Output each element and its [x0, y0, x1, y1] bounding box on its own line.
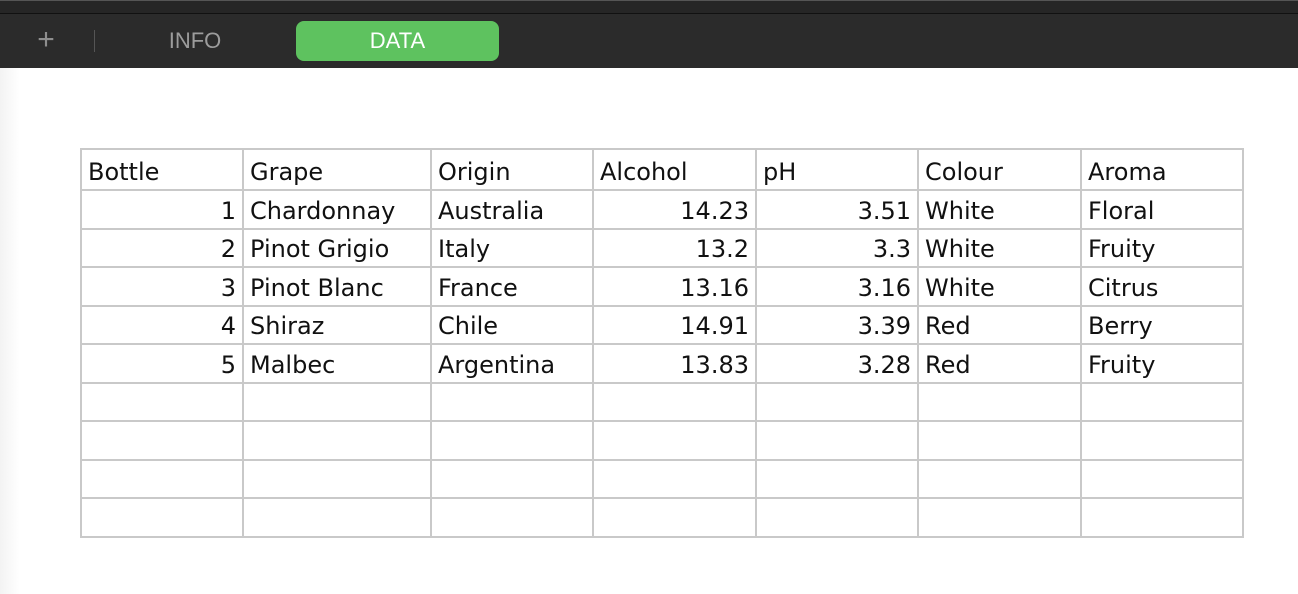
cell-alcohol[interactable]: 13.16: [592, 266, 757, 307]
table-row: 1 Chardonnay Australia 14.23 3.51 White …: [80, 189, 1244, 230]
cell-empty[interactable]: [430, 458, 594, 499]
table-header-row: Bottle Grape Origin Alcohol pH Colour Ar…: [80, 148, 1244, 191]
header-cell-grape[interactable]: Grape: [242, 148, 432, 191]
sheet-tab-bar: + INFO DATA: [0, 0, 1298, 68]
cell-bottle[interactable]: 2: [80, 227, 244, 268]
cell-empty[interactable]: [755, 497, 919, 538]
sheet-left-shadow: [0, 68, 20, 594]
cell-bottle[interactable]: 1: [80, 189, 244, 230]
cell-empty[interactable]: [917, 497, 1082, 538]
cell-empty[interactable]: [592, 381, 757, 422]
cell-empty[interactable]: [430, 497, 594, 538]
cell-empty[interactable]: [1080, 458, 1244, 499]
cell-origin[interactable]: Argentina: [430, 343, 594, 384]
table-row: [80, 458, 1244, 499]
cell-aroma[interactable]: Floral: [1080, 189, 1244, 230]
table-row: 3 Pinot Blanc France 13.16 3.16 White Ci…: [80, 266, 1244, 307]
cell-empty[interactable]: [755, 381, 919, 422]
table-row: 4 Shiraz Chile 14.91 3.39 Red Berry: [80, 304, 1244, 345]
cell-alcohol[interactable]: 13.2: [592, 227, 757, 268]
tab-info[interactable]: INFO: [168, 28, 222, 53]
cell-bottle[interactable]: 4: [80, 304, 244, 345]
cell-empty[interactable]: [430, 381, 594, 422]
cell-empty[interactable]: [242, 497, 432, 538]
cell-grape[interactable]: Malbec: [242, 343, 432, 384]
cell-alcohol[interactable]: 14.91: [592, 304, 757, 345]
header-cell-ph[interactable]: pH: [755, 148, 919, 191]
tab-data[interactable]: DATA: [296, 21, 499, 61]
cell-grape[interactable]: Chardonnay: [242, 189, 432, 230]
cell-origin[interactable]: Australia: [430, 189, 594, 230]
cell-ph[interactable]: 3.39: [755, 304, 919, 345]
cell-origin[interactable]: France: [430, 266, 594, 307]
cell-aroma[interactable]: Fruity: [1080, 343, 1244, 384]
cell-empty[interactable]: [1080, 497, 1244, 538]
cell-grape[interactable]: Pinot Grigio: [242, 227, 432, 268]
cell-empty[interactable]: [80, 381, 244, 422]
cell-empty[interactable]: [917, 381, 1082, 422]
cell-empty[interactable]: [917, 420, 1082, 461]
cell-empty[interactable]: [917, 458, 1082, 499]
cell-alcohol[interactable]: 13.83: [592, 343, 757, 384]
cell-empty[interactable]: [80, 458, 244, 499]
cell-empty[interactable]: [592, 458, 757, 499]
cell-empty[interactable]: [242, 381, 432, 422]
cell-empty[interactable]: [755, 458, 919, 499]
cell-ph[interactable]: 3.3: [755, 227, 919, 268]
table-row: 5 Malbec Argentina 13.83 3.28 Red Fruity: [80, 343, 1244, 384]
cell-colour[interactable]: White: [917, 189, 1082, 230]
cell-ph[interactable]: 3.28: [755, 343, 919, 384]
table-row: [80, 420, 1244, 461]
header-cell-bottle[interactable]: Bottle: [80, 148, 244, 191]
cell-grape[interactable]: Shiraz: [242, 304, 432, 345]
cell-origin[interactable]: Chile: [430, 304, 594, 345]
cell-aroma[interactable]: Fruity: [1080, 227, 1244, 268]
cell-empty[interactable]: [592, 420, 757, 461]
cell-colour[interactable]: White: [917, 227, 1082, 268]
header-cell-aroma[interactable]: Aroma: [1080, 148, 1244, 191]
cell-empty[interactable]: [755, 420, 919, 461]
cell-empty[interactable]: [592, 497, 757, 538]
table-row: [80, 497, 1244, 538]
cell-bottle[interactable]: 3: [80, 266, 244, 307]
cell-bottle[interactable]: 5: [80, 343, 244, 384]
cell-empty[interactable]: [1080, 420, 1244, 461]
cell-empty[interactable]: [1080, 381, 1244, 422]
cell-aroma[interactable]: Citrus: [1080, 266, 1244, 307]
header-cell-origin[interactable]: Origin: [430, 148, 594, 191]
cell-grape[interactable]: Pinot Blanc: [242, 266, 432, 307]
cell-empty[interactable]: [242, 458, 432, 499]
table-row: [80, 381, 1244, 422]
tab-divider: [94, 30, 95, 52]
cell-empty[interactable]: [80, 497, 244, 538]
cell-ph[interactable]: 3.51: [755, 189, 919, 230]
cell-empty[interactable]: [80, 420, 244, 461]
header-cell-colour[interactable]: Colour: [917, 148, 1082, 191]
header-cell-alcohol[interactable]: Alcohol: [592, 148, 757, 191]
cell-alcohol[interactable]: 14.23: [592, 189, 757, 230]
cell-origin[interactable]: Italy: [430, 227, 594, 268]
table-row: 2 Pinot Grigio Italy 13.2 3.3 White Frui…: [80, 227, 1244, 268]
toolbar-top-edge: [0, 1, 1298, 14]
add-sheet-icon[interactable]: +: [37, 23, 55, 56]
cell-aroma[interactable]: Berry: [1080, 304, 1244, 345]
cell-empty[interactable]: [430, 420, 594, 461]
cell-colour[interactable]: Red: [917, 304, 1082, 345]
cell-ph[interactable]: 3.16: [755, 266, 919, 307]
data-table: Bottle Grape Origin Alcohol pH Colour Ar…: [80, 148, 1244, 538]
cell-empty[interactable]: [242, 420, 432, 461]
cell-colour[interactable]: White: [917, 266, 1082, 307]
cell-colour[interactable]: Red: [917, 343, 1082, 384]
